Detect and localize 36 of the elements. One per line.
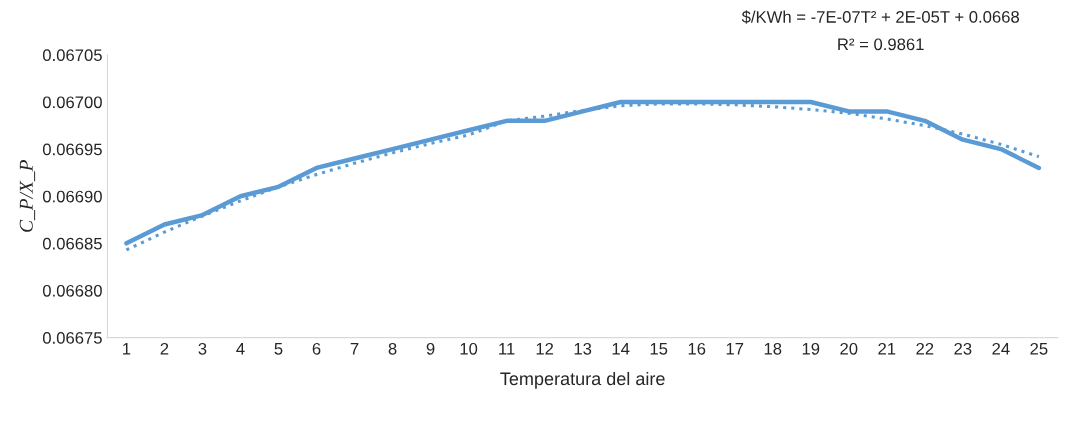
x-tick-label: 16 <box>688 342 706 355</box>
x-tick-label: 15 <box>650 343 668 355</box>
y-tick-label: 0.06705 <box>42 49 102 62</box>
x-tick-label: 22 <box>916 342 934 355</box>
x-tick-label: 24 <box>992 342 1010 355</box>
y-tick-label: 0.06690 <box>42 190 102 203</box>
x-tick-label: 25 <box>1030 342 1048 355</box>
x-tick-label: 8 <box>388 342 397 355</box>
x-tick-label: 2 <box>160 342 169 355</box>
x-tick-label: 9 <box>426 342 435 355</box>
y-tick-label: 0.06675 <box>42 332 102 344</box>
y-tick-label: 0.06700 <box>42 96 102 109</box>
x-tick-label: 6 <box>312 342 321 355</box>
x-tick-label: 1 <box>123 343 131 355</box>
x-tick-label: 20 <box>840 342 858 355</box>
x-tick-label: 5 <box>274 343 283 355</box>
x-tick-label: 14 <box>612 343 630 355</box>
x-tick-label: 4 <box>236 343 245 355</box>
y-tick-label: 0.06685 <box>42 237 102 250</box>
x-axis-title: Temperatura del aire <box>500 371 665 389</box>
x-tick-label: 18 <box>764 342 782 355</box>
x-tick-label: 17 <box>726 343 744 355</box>
x-tick-label: 11 <box>499 343 515 355</box>
text: $/KWh = -7E-07T² + 2E-05T + 0.0668 <box>741 10 1020 24</box>
y-axis-title: C_P/X_P <box>19 160 36 232</box>
x-tick-label: 10 <box>460 342 478 355</box>
x-tick-label: 7 <box>350 343 359 355</box>
y-tick-label: 0.06695 <box>42 143 102 156</box>
x-tick-label: 13 <box>574 342 592 355</box>
x-tick-label: 23 <box>954 342 972 355</box>
x-tick-label: 21 <box>878 342 896 355</box>
x-tick-label: 19 <box>802 342 820 355</box>
text: R² = 0.9861 <box>838 38 924 51</box>
x-tick-label: 3 <box>198 342 207 355</box>
x-tick-label: 12 <box>536 342 554 355</box>
y-tick-label: 0.06680 <box>42 284 102 297</box>
